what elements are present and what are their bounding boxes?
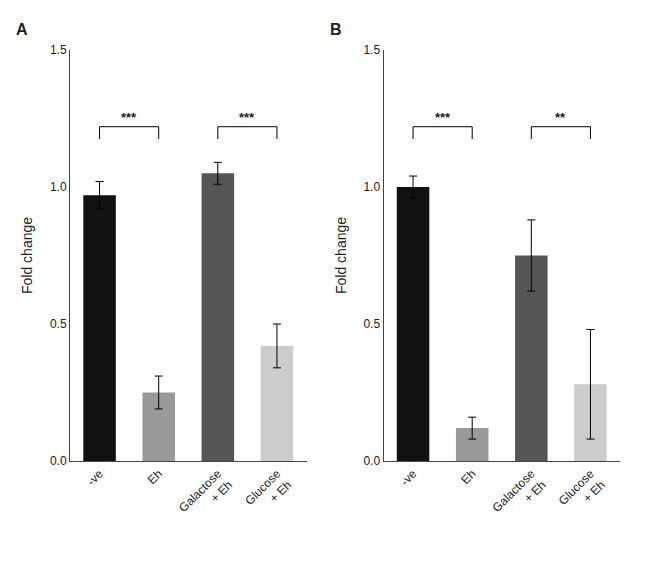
svg-text:1.0: 1.0 [363,180,380,194]
svg-text:1.0: 1.0 [50,180,67,194]
svg-text:**: ** [555,110,566,125]
svg-text:-ve: -ve [84,467,106,489]
svg-text:0.5: 0.5 [50,317,67,331]
svg-text:1.5: 1.5 [50,43,67,57]
svg-text:Galactose+ Eh: Galactose+ Eh [490,467,549,526]
svg-text:Eh: Eh [145,467,165,487]
svg-text:1.5: 1.5 [363,43,380,57]
svg-text:0.5: 0.5 [363,317,380,331]
svg-text:***: *** [239,110,255,125]
svg-text:B: B [330,21,342,38]
svg-text:Glucose+ Eh: Glucose+ Eh [556,467,608,519]
svg-text:Galactose+ Eh: Galactose+ Eh [176,467,235,526]
svg-text:***: *** [121,110,137,125]
svg-text:0.0: 0.0 [363,454,380,468]
svg-text:***: *** [435,110,451,125]
svg-text:Eh: Eh [458,467,478,487]
svg-text:Glucose+ Eh: Glucose+ Eh [242,467,294,519]
svg-text:Fold change: Fold change [19,217,35,294]
svg-text:Fold change: Fold change [333,217,349,294]
svg-text:-ve: -ve [398,467,420,489]
svg-text:A: A [16,21,28,38]
svg-text:0.0: 0.0 [50,454,67,468]
